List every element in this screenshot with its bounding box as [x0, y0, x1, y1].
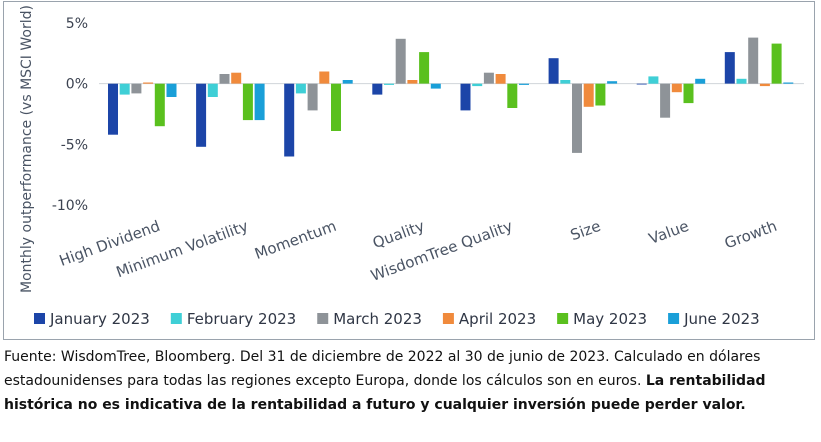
bar [143, 82, 154, 84]
bar [748, 37, 759, 84]
bar [166, 83, 177, 97]
x-tick-label: Value [646, 217, 691, 248]
bar [284, 83, 295, 157]
bar [242, 83, 253, 121]
bar [683, 83, 694, 104]
y-axis-ticks: 5% 0% -5% -10% [52, 16, 88, 214]
bar [560, 80, 571, 84]
x-tick-label: Momentum [252, 217, 338, 263]
legend-label: February 2023 [187, 310, 296, 328]
bar [736, 78, 747, 84]
bar [671, 83, 682, 93]
bar [607, 81, 618, 84]
legend-label: March 2023 [333, 310, 422, 328]
y-axis-label: Monthly outperformance (vs MSCI World) [19, 5, 35, 293]
bar [384, 83, 394, 85]
bar [507, 83, 518, 108]
bar [724, 52, 735, 84]
bar [583, 83, 594, 107]
bar [108, 83, 118, 135]
bar [254, 83, 265, 121]
bar [131, 83, 142, 94]
bar [219, 74, 230, 84]
bar [154, 83, 165, 127]
legend-swatch [170, 313, 182, 324]
caption-disclaimer-text: La rentabilidad histórica no es indicati… [4, 373, 766, 413]
bar [231, 72, 242, 84]
bar [648, 76, 659, 84]
bar [595, 83, 606, 106]
x-tick-label: Growth [722, 217, 779, 252]
legend-label: January 2023 [49, 310, 150, 328]
bar [548, 58, 559, 84]
bar [660, 83, 671, 118]
bar [783, 82, 794, 84]
legend: January 2023 February 2023 March 2023 April… [34, 310, 760, 328]
bar [483, 72, 494, 84]
legend-swatch [442, 313, 454, 324]
legend-label: June 2023 [683, 310, 760, 328]
bar [495, 74, 506, 84]
bar [430, 83, 441, 89]
bar [395, 38, 406, 84]
bar [519, 83, 529, 85]
y-tick-label: -10% [52, 198, 88, 214]
bar [472, 83, 483, 87]
legend-label: May 2023 [573, 310, 647, 328]
y-tick-label: 0% [66, 77, 88, 93]
legend-swatch [317, 313, 329, 324]
bar [119, 83, 130, 95]
x-tick-label: Quality [370, 217, 427, 252]
bar [342, 80, 353, 84]
source-caption: Fuente: WisdomTree, Bloomberg. Del 31 de… [4, 345, 816, 417]
bar [407, 80, 418, 84]
caption-source-text: Fuente: WisdomTree, Bloomberg. Del 31 de… [4, 349, 761, 389]
legend-label: April 2023 [459, 310, 536, 328]
bar [419, 52, 430, 84]
bar [196, 83, 207, 147]
bar [572, 83, 582, 153]
bar [331, 83, 341, 131]
y-tick-label: -5% [61, 137, 88, 153]
legend-swatch [668, 313, 680, 324]
bar [636, 83, 647, 85]
bar [372, 83, 383, 95]
y-tick-label: 5% [66, 16, 88, 32]
bar [307, 83, 318, 111]
legend-swatch [557, 313, 569, 324]
legend-swatch [34, 313, 45, 324]
x-tick-label: Size [568, 217, 603, 244]
bar [460, 83, 471, 111]
bars-group [108, 37, 794, 157]
chart-frame: 5% 0% -5% -10% High Dividend Minimum Volatil… [3, 1, 815, 340]
bar [207, 83, 218, 97]
bar [695, 78, 706, 84]
bar [771, 43, 782, 84]
bar [295, 83, 306, 94]
bar [759, 83, 770, 87]
bar [319, 71, 330, 84]
